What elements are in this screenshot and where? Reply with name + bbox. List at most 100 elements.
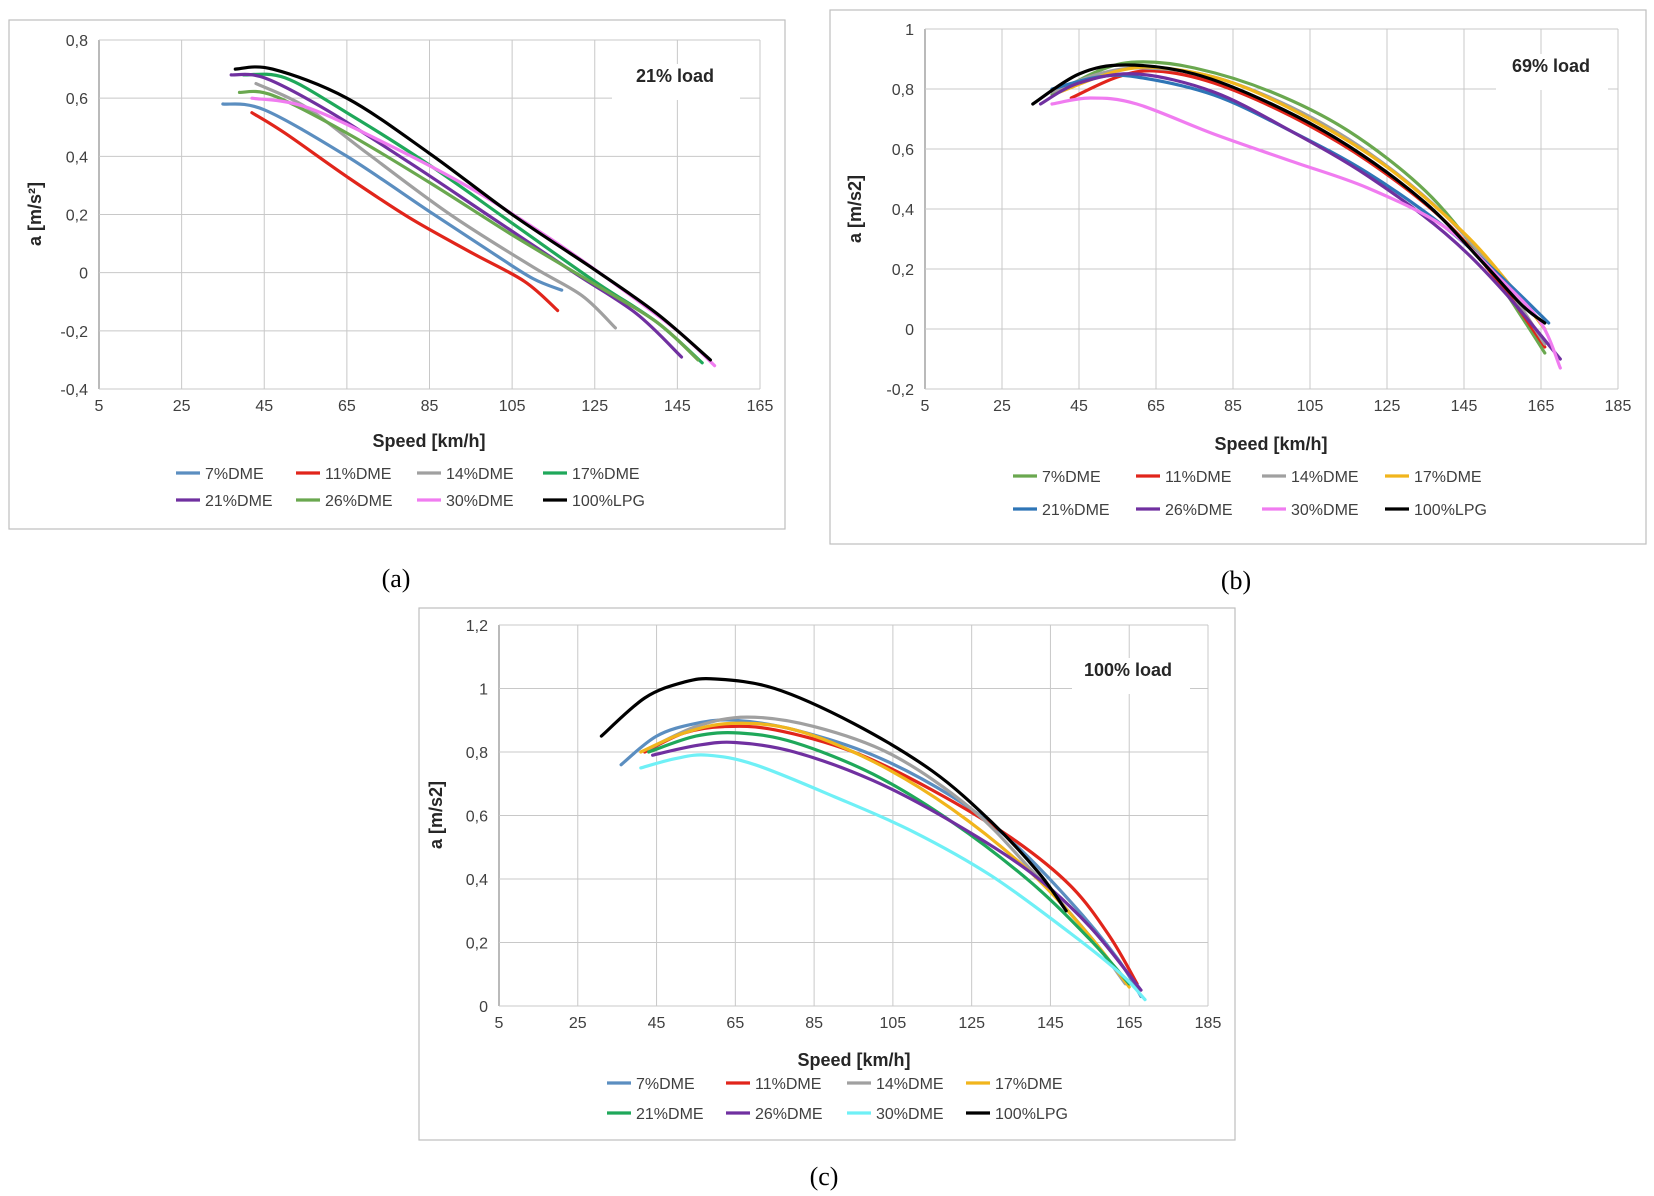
x-tick-label: 45 bbox=[648, 1015, 666, 1032]
x-axis-label: Speed [km/h] bbox=[797, 1050, 910, 1070]
legend-label: 14%DME bbox=[1291, 469, 1359, 486]
y-tick-label: -0,4 bbox=[60, 382, 88, 399]
x-tick-label: 5 bbox=[921, 398, 930, 415]
x-tick-label: 145 bbox=[1451, 398, 1478, 415]
y-tick-label: 0 bbox=[479, 999, 488, 1016]
x-tick-label: 85 bbox=[805, 1015, 823, 1032]
y-tick-label: 1 bbox=[479, 682, 488, 699]
series-line-26pct-dme bbox=[1038, 72, 1562, 361]
y-tick-label: 0,4 bbox=[892, 202, 914, 219]
x-tick-label: 165 bbox=[1528, 398, 1555, 415]
legend-item: 11%DME bbox=[296, 466, 391, 483]
legend-item: 17%DME bbox=[1385, 469, 1482, 486]
legend-item: 11%DME bbox=[726, 1076, 821, 1093]
x-axis-label: Speed [km/h] bbox=[372, 431, 485, 451]
legend-label: 11%DME bbox=[755, 1076, 821, 1093]
legend-label: 17%DME bbox=[995, 1076, 1063, 1093]
y-tick-label: 1 bbox=[905, 22, 914, 39]
y-tick-label: 0,4 bbox=[66, 149, 88, 166]
annotation-background bbox=[1072, 658, 1190, 694]
series-line-30pct-dme bbox=[639, 753, 1147, 1002]
y-tick-label: 0,2 bbox=[466, 936, 488, 953]
y-axis-label: a [m/s2] bbox=[845, 175, 865, 243]
legend-item: 14%DME bbox=[1262, 469, 1359, 486]
y-tick-label: 0,4 bbox=[466, 872, 488, 889]
legend-item: 21%DME bbox=[176, 493, 273, 510]
legend-label: 11%DME bbox=[1165, 469, 1231, 486]
legend-item: 26%DME bbox=[726, 1106, 823, 1123]
legend-item: 26%DME bbox=[1136, 502, 1233, 519]
legend-label: 100%LPG bbox=[572, 493, 645, 510]
legend-item: 14%DME bbox=[847, 1076, 944, 1093]
series-line-7pct-dme bbox=[619, 718, 1143, 999]
x-tick-label: 85 bbox=[421, 398, 439, 415]
load-annotation: 100% load bbox=[1084, 660, 1172, 680]
y-tick-label: 0,8 bbox=[892, 82, 914, 99]
y-tick-label: 0,8 bbox=[66, 33, 88, 50]
series-line-21pct-dme bbox=[229, 72, 684, 359]
caption-a: (a) bbox=[382, 564, 411, 593]
y-tick-label: -0,2 bbox=[886, 382, 914, 399]
legend-label: 26%DME bbox=[1165, 502, 1233, 519]
x-tick-label: 125 bbox=[581, 398, 608, 415]
series-line-11pct-dme bbox=[250, 111, 560, 313]
legend-item: 14%DME bbox=[417, 466, 514, 483]
x-tick-label: 25 bbox=[569, 1015, 587, 1032]
legend-item: 21%DME bbox=[607, 1106, 704, 1123]
series-line-17pct-dme bbox=[639, 721, 1131, 989]
series-line-100pct-lpg bbox=[1031, 63, 1547, 325]
x-tick-label: 25 bbox=[993, 398, 1011, 415]
legend-label: 11%DME bbox=[325, 466, 391, 483]
y-tick-label: 0,2 bbox=[66, 208, 88, 225]
legend-label: 26%DME bbox=[325, 493, 393, 510]
x-tick-label: 165 bbox=[747, 398, 774, 415]
y-tick-label: 0 bbox=[79, 266, 88, 283]
legend-label: 14%DME bbox=[876, 1076, 944, 1093]
legend-label: 21%DME bbox=[205, 493, 273, 510]
legend-label: 30%DME bbox=[446, 493, 514, 510]
legend-label: 7%DME bbox=[636, 1076, 695, 1093]
legend-item: 30%DME bbox=[1262, 502, 1359, 519]
legend-label: 30%DME bbox=[876, 1106, 944, 1123]
y-tick-label: 0 bbox=[905, 322, 914, 339]
y-axis-label: a [m/s²] bbox=[25, 182, 45, 246]
caption-b: (b) bbox=[1221, 566, 1251, 595]
y-tick-label: 0,8 bbox=[466, 745, 488, 762]
x-tick-label: 45 bbox=[1070, 398, 1088, 415]
x-tick-label: 65 bbox=[338, 398, 356, 415]
legend-item: 7%DME bbox=[176, 466, 264, 483]
series-line-100pct-lpg bbox=[233, 65, 712, 362]
load-annotation: 69% load bbox=[1512, 56, 1590, 76]
annotation-background bbox=[1496, 54, 1608, 90]
legend-label: 100%LPG bbox=[1414, 502, 1487, 519]
x-tick-label: 5 bbox=[495, 1015, 504, 1032]
legend-item: 100%LPG bbox=[1385, 502, 1487, 519]
legend-item: 100%LPG bbox=[543, 493, 645, 510]
chart-panel-c: 5 25 45 65 85 105 125 145 165 185 0 0,2 0,4 0,6 0,8 1 1,… bbox=[426, 618, 1221, 1123]
y-tick-label: 0,6 bbox=[892, 142, 914, 159]
legend-label: 26%DME bbox=[755, 1106, 823, 1123]
panel-b-frame bbox=[829, 9, 1647, 545]
y-axis-label: a [m/s2] bbox=[426, 781, 446, 849]
legend-label: 7%DME bbox=[205, 466, 264, 483]
x-tick-label: 25 bbox=[173, 398, 191, 415]
legend-item: 100%LPG bbox=[966, 1106, 1068, 1123]
legend-item: 17%DME bbox=[543, 466, 640, 483]
legend-item: 17%DME bbox=[966, 1076, 1063, 1093]
legend-label: 14%DME bbox=[446, 466, 514, 483]
series-line-26pct-dme bbox=[651, 740, 1143, 992]
legend-item: 26%DME bbox=[296, 493, 393, 510]
x-tick-label: 145 bbox=[1037, 1015, 1064, 1032]
x-tick-label: 65 bbox=[1147, 398, 1165, 415]
legend-item: 21%DME bbox=[1013, 502, 1110, 519]
chart-panel-b: 5 25 45 65 85 105 125 145 165 185 -0,2 0 0,2 0,4 0,6 0,… bbox=[845, 22, 1631, 519]
y-tick-label: 0,6 bbox=[66, 91, 88, 108]
x-axis-label: Speed [km/h] bbox=[1214, 434, 1327, 454]
x-tick-label: 185 bbox=[1605, 398, 1632, 415]
x-tick-label: 85 bbox=[1224, 398, 1242, 415]
legend-label: 17%DME bbox=[1414, 469, 1482, 486]
y-tick-label: 0,6 bbox=[466, 809, 488, 826]
series-line-100pct-lpg bbox=[599, 676, 1068, 913]
y-tick-label: 1,2 bbox=[466, 618, 488, 635]
series-line-21pct-dme bbox=[647, 730, 1131, 986]
